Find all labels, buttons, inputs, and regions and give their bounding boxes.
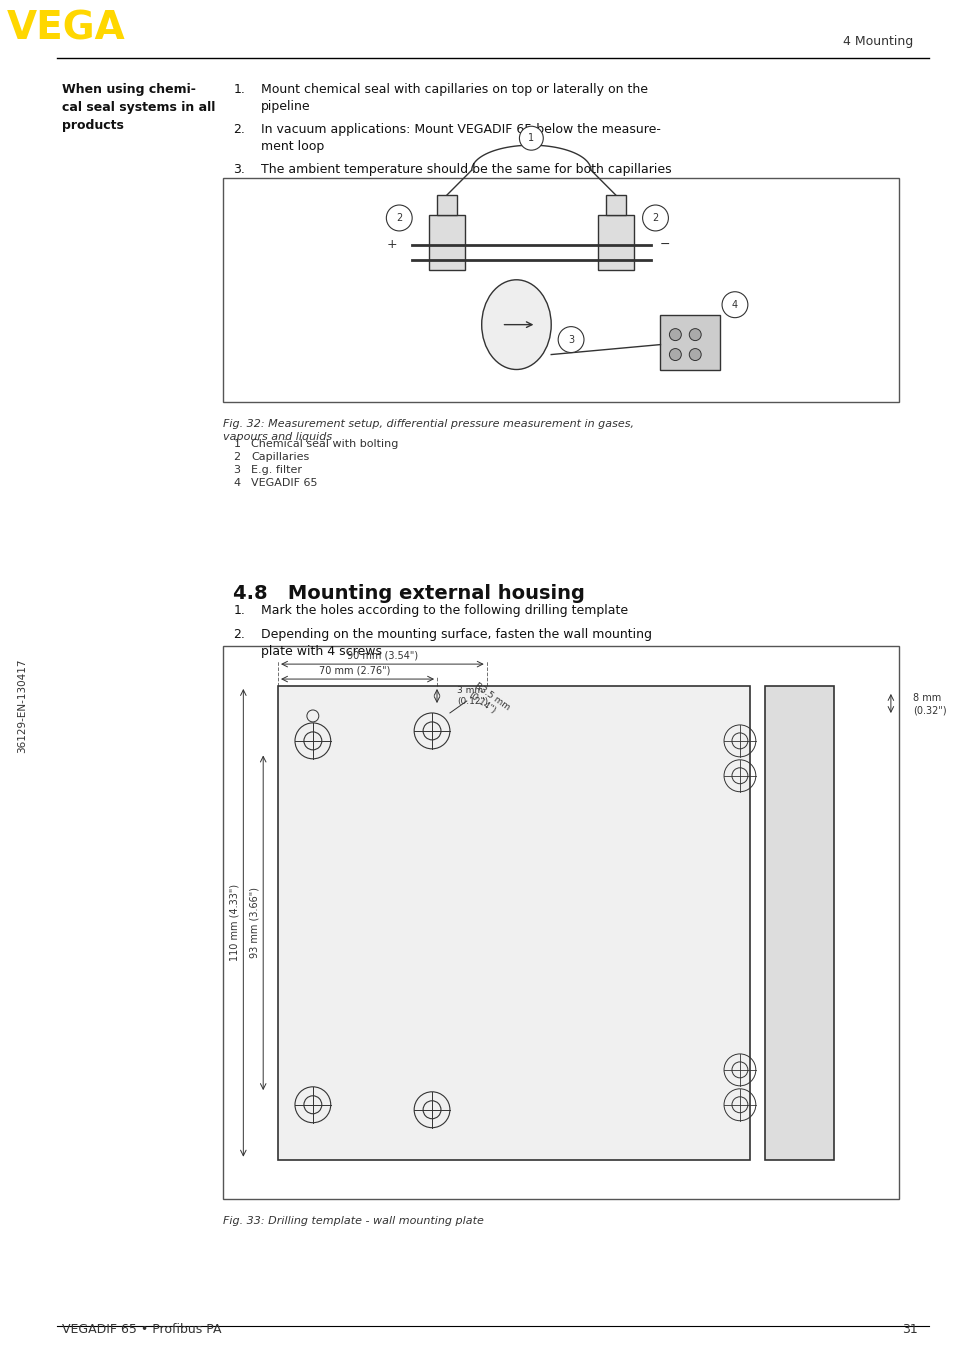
Text: Capillaries: Capillaries [251,452,309,462]
Text: 110 mm (4.33"): 110 mm (4.33") [229,884,239,961]
Bar [436,195,456,215]
Text: 1: 1 [233,439,240,448]
Bar [223,646,898,1200]
Circle shape [689,329,700,341]
Text: Mount chemical seal with capillaries on top or laterally on the
pipeline: Mount chemical seal with capillaries on … [261,83,647,112]
Text: Chemical seal with bolting: Chemical seal with bolting [251,439,398,448]
Text: 2: 2 [652,213,658,223]
Text: 93 mm (3.66"): 93 mm (3.66") [249,887,259,959]
Text: 8 mm
(0.32"): 8 mm (0.32") [912,693,945,715]
Text: Mark the holes according to the following drilling template: Mark the holes according to the followin… [261,604,628,617]
Bar [278,686,749,1159]
Text: 90 mm (3.54"): 90 mm (3.54") [347,650,417,661]
Text: 3: 3 [233,464,240,475]
Circle shape [642,204,668,232]
Circle shape [518,126,542,150]
Text: 2.: 2. [233,628,245,642]
Text: 3.: 3. [233,162,245,176]
Circle shape [689,348,700,360]
Text: E.g. filter: E.g. filter [251,464,302,475]
Text: In vacuum applications: Mount VEGADIF 65 below the measure-
ment loop: In vacuum applications: Mount VEGADIF 65… [261,123,660,153]
Text: 4 Mounting: 4 Mounting [842,35,913,47]
Text: VEGA: VEGA [7,9,126,47]
Text: 2.: 2. [233,123,245,135]
Text: −: − [659,238,670,252]
Text: VEGADIF 65 • Profibus PA: VEGADIF 65 • Profibus PA [62,1323,221,1336]
Text: 1.: 1. [233,604,245,617]
Circle shape [558,326,583,352]
Text: The ambient temperature should be the same for both capillaries: The ambient temperature should be the sa… [261,162,671,176]
Text: 4.8   Mounting external housing: 4.8 Mounting external housing [233,585,584,604]
Text: Fig. 33: Drilling template - wall mounting plate: Fig. 33: Drilling template - wall mounti… [223,1216,484,1227]
Text: +: + [387,238,397,252]
Text: 1.: 1. [233,83,245,96]
Text: 3: 3 [567,334,574,345]
Text: 31: 31 [901,1323,917,1336]
Bar [598,215,633,269]
Bar [764,686,834,1159]
Bar [605,195,625,215]
Circle shape [669,348,680,360]
Bar [659,314,720,370]
Text: When using chemi-
cal seal systems in all
products: When using chemi- cal seal systems in al… [62,83,214,131]
Bar [223,177,898,402]
Text: 2: 2 [395,213,402,223]
Circle shape [721,291,747,318]
Text: Depending on the mounting surface, fasten the wall mounting
plate with 4 screws: Depending on the mounting surface, faste… [261,628,652,658]
Bar [429,215,464,269]
Ellipse shape [481,280,551,370]
Text: 3 mm
(0.12"): 3 mm (0.12") [456,686,488,705]
Text: 1: 1 [528,133,534,144]
Text: 70 mm (2.76"): 70 mm (2.76") [319,665,391,676]
Text: R3.5 mm
(0.14"): R3.5 mm (0.14") [466,681,512,720]
Text: 36129-EN-130417: 36129-EN-130417 [17,659,27,753]
Text: 2: 2 [233,452,240,462]
Text: 4: 4 [731,299,738,310]
Circle shape [669,329,680,341]
Text: Fig. 32: Measurement setup, differential pressure measurement in gases,
vapours : Fig. 32: Measurement setup, differential… [223,418,634,441]
Circle shape [386,204,412,232]
Text: VEGADIF 65: VEGADIF 65 [251,478,317,487]
Text: 4: 4 [233,478,240,487]
